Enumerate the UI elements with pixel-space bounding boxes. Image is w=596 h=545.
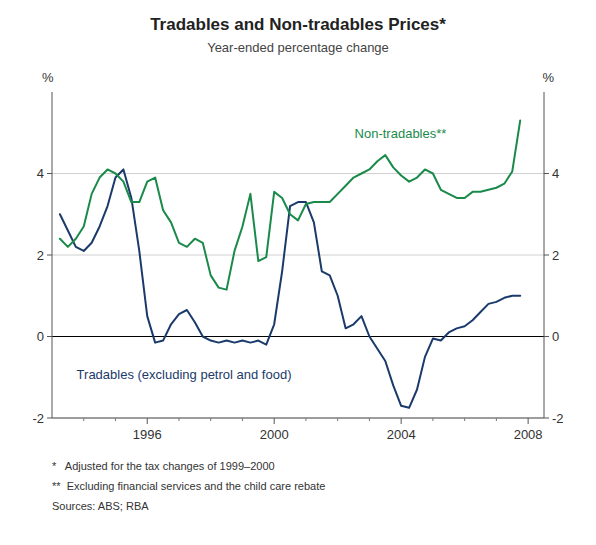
grid-line [52,255,544,256]
y2-tick [544,418,549,419]
footnote: ** Excluding financial services and the … [52,480,325,492]
y2-tick-label: 2 [552,248,559,263]
x-minor-tick [369,418,370,421]
y-axis-line [52,92,53,418]
x-tick [274,418,275,424]
lines [60,121,520,408]
y2-tick [544,336,549,337]
y-tick [47,418,52,419]
y2-tick [544,255,549,256]
y-tick-label: 0 [37,329,44,344]
x-minor-tick [496,418,497,421]
series-label: Non-tradables** [355,126,447,141]
chart: Tradables and Non-tradables Prices* Year-… [0,0,596,545]
y-tick-label: 4 [37,166,44,181]
y-tick [47,255,52,256]
series-line [60,169,520,407]
y2-tick-label: -2 [552,411,564,426]
y-tick [47,173,52,174]
grid-line [52,173,544,174]
x-tick-label: 1996 [133,427,162,442]
footnote: Sources: ABS; RBA [52,500,149,512]
subtitle: Year-ended percentage change [207,40,389,55]
x-minor-tick [115,418,116,421]
footnote: * Adjusted for the tax changes of 1999–2… [52,460,275,472]
grid [52,174,544,419]
x-minor-tick [464,418,465,421]
zero-line [52,336,544,337]
x-tick-label: 2000 [260,427,289,442]
y-axis-label: % [42,70,54,85]
title: Tradables and Non-tradables Prices* [150,15,446,34]
x-minor-tick [210,418,211,421]
y-tick [47,336,52,337]
y-tick-label: 2 [37,248,44,263]
y2-axis-line [544,92,545,418]
x-tick [401,418,402,424]
x-minor-tick [242,418,243,421]
x-minor-tick [337,418,338,421]
x-minor-tick [83,418,84,421]
grid-line [52,418,544,419]
x-minor-tick [432,418,433,421]
y2-tick-label: 0 [552,329,559,344]
x-tick [147,418,148,424]
x-minor-tick [178,418,179,421]
series-label: Tradables (excluding petrol and food) [77,367,292,382]
x-tick-label: 2008 [514,427,543,442]
x-tick [528,418,529,424]
y2-tick [544,173,549,174]
y2-axis-label: % [542,70,554,85]
y-tick-label: -2 [32,411,44,426]
series-line [60,121,520,290]
x-tick-label: 2004 [387,427,416,442]
x-minor-tick [305,418,306,421]
x-axis-line [52,418,544,419]
y2-tick-label: 4 [552,166,559,181]
